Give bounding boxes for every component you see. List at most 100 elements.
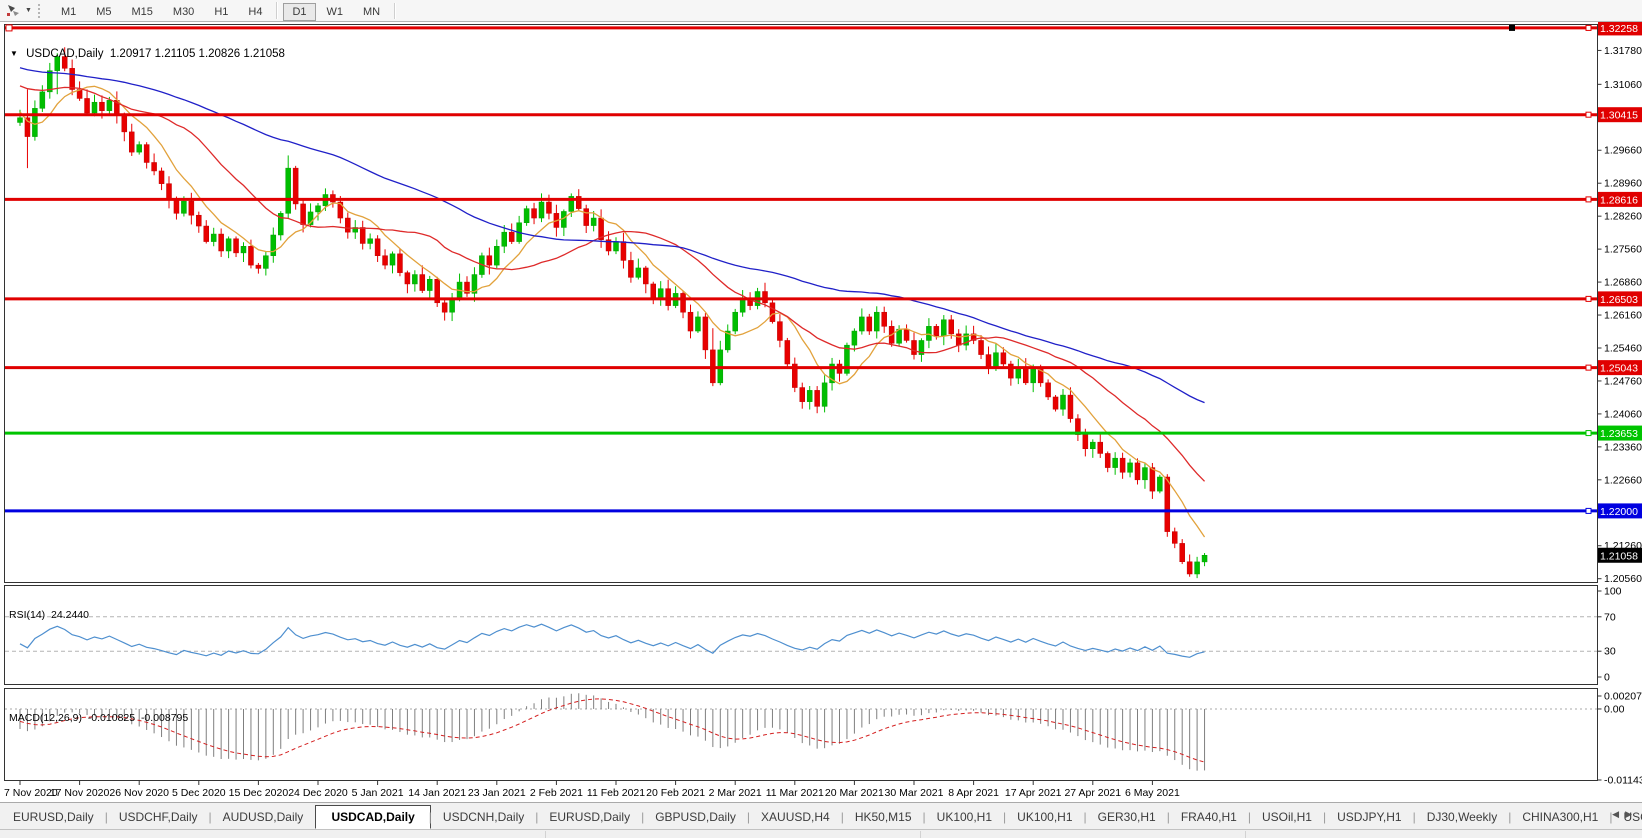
tab-uk100-h1[interactable]: UK100,H1 bbox=[1017, 809, 1073, 824]
candle-down bbox=[99, 101, 105, 111]
timeframe-button-h4[interactable]: H4 bbox=[248, 5, 263, 18]
hline-handle[interactable] bbox=[1585, 364, 1592, 371]
toolbar-separator bbox=[394, 2, 397, 19]
tab-usdcad-daily[interactable]: USDCAD,Daily bbox=[315, 805, 431, 829]
candle-up bbox=[1157, 476, 1163, 492]
candle-up bbox=[523, 208, 530, 224]
macd-tick-label: 0.00 bbox=[1604, 703, 1625, 715]
price-axis-strip[interactable] bbox=[1598, 22, 1642, 803]
date-label: 5 Dec 2020 bbox=[172, 787, 226, 799]
tab-usdcnh-daily[interactable]: USDCNH,Daily bbox=[442, 809, 525, 824]
candle-down bbox=[1023, 366, 1029, 384]
timeframe-button-h1[interactable]: H1 bbox=[214, 5, 229, 18]
candle-down bbox=[881, 311, 887, 327]
timeframe-button-d1[interactable]: D1 bbox=[283, 2, 316, 21]
macd-tick-label: -0.011435 bbox=[1604, 775, 1642, 787]
candle-down bbox=[173, 198, 180, 214]
timeframe-button-m5[interactable]: M5 bbox=[96, 5, 112, 18]
tabs-scroll-left-icon[interactable]: ◀ bbox=[1612, 809, 1626, 819]
tab-ger30-h1[interactable]: GER30,H1 bbox=[1097, 809, 1156, 824]
tab-eurusd-daily[interactable]: EURUSD,Daily bbox=[549, 809, 631, 824]
candle-up bbox=[538, 201, 545, 219]
price-tick-label: 1.28260 bbox=[1604, 211, 1642, 223]
candle-down bbox=[188, 200, 195, 216]
tab-eurusd-daily[interactable]: EURUSD,Daily bbox=[13, 809, 94, 824]
hline-handle[interactable] bbox=[1585, 295, 1592, 302]
timeframe-button-m30[interactable]: M30 bbox=[172, 5, 195, 18]
hline-handle[interactable] bbox=[1585, 507, 1592, 514]
hline-mid-handle[interactable] bbox=[1509, 24, 1515, 31]
candle-up bbox=[1030, 368, 1036, 384]
ma-line-fast bbox=[19, 85, 1206, 538]
price-badge-1.22000-bg bbox=[1598, 503, 1642, 519]
candle-down bbox=[933, 326, 940, 337]
candle-up bbox=[844, 344, 850, 374]
candle-up bbox=[613, 241, 619, 252]
price-badge-1.25043-bg bbox=[1598, 360, 1642, 376]
candle-down bbox=[978, 340, 984, 355]
date-label: 30 Mar 2021 bbox=[885, 787, 944, 799]
date-label: 17 Apr 2021 bbox=[1005, 787, 1062, 799]
timeframe-button-mn[interactable]: MN bbox=[363, 5, 381, 18]
rsi-pane-frame[interactable] bbox=[4, 585, 1598, 685]
tab-china300-h1[interactable]: CHINA300,H1 bbox=[1522, 809, 1599, 824]
candle-down bbox=[143, 144, 150, 163]
candle-down bbox=[441, 302, 448, 313]
date-label: 8 Apr 2021 bbox=[948, 787, 999, 799]
tab-xauusd-h4[interactable]: XAUUSD,H4 bbox=[761, 809, 830, 824]
hline-handle[interactable] bbox=[1585, 24, 1592, 31]
tab-usdchf-daily[interactable]: USDCHF,Daily bbox=[118, 809, 198, 824]
date-label: 26 Nov 2020 bbox=[109, 787, 169, 799]
price-chart-svg[interactable]: 1.31780 1.31060 1.29660 1.28960 1.28260 1.275… bbox=[0, 22, 1642, 803]
candle-up bbox=[851, 330, 858, 346]
candle-up bbox=[635, 267, 642, 278]
chart-cursor-icon[interactable] bbox=[3, 2, 25, 19]
tab-usdjpy-h1[interactable]: USDJPY,H1 bbox=[1337, 809, 1402, 824]
tab-usc[interactable]: USC bbox=[1623, 809, 1642, 824]
candle-up bbox=[1060, 394, 1066, 410]
price-badge-1.30415: 1.30415 bbox=[1600, 110, 1638, 122]
toolbar-grip[interactable] bbox=[37, 3, 44, 18]
price-tick-label: 1.22660 bbox=[1604, 474, 1642, 486]
candle-up bbox=[91, 101, 98, 114]
chart-window[interactable]: 1.31780 1.31060 1.29660 1.28960 1.28260 1.275… bbox=[0, 21, 1642, 803]
candle-up bbox=[941, 319, 947, 337]
hline-handle[interactable] bbox=[1585, 430, 1592, 437]
candle-down bbox=[61, 56, 68, 69]
candle-up bbox=[240, 246, 247, 254]
macd-pane-frame[interactable] bbox=[4, 688, 1598, 781]
macd-signal-line bbox=[19, 698, 1205, 763]
tab-gbpusd-daily[interactable]: GBPUSD,Daily bbox=[655, 809, 736, 824]
tabs-scroll-right-icon[interactable]: ▶ bbox=[1625, 809, 1638, 819]
price-badge-1.22000: 1.22000 bbox=[1600, 506, 1638, 518]
tab-uk100-h1[interactable]: UK100,H1 bbox=[936, 809, 993, 824]
rsi-tick-label: 100 bbox=[1604, 586, 1622, 598]
caret-down-icon[interactable]: ▼ bbox=[25, 7, 32, 14]
tab-separator: | bbox=[1083, 809, 1087, 824]
candle-down bbox=[680, 293, 686, 313]
main-pane-frame[interactable] bbox=[4, 24, 1598, 583]
tab-fra40-h1[interactable]: FRA40,H1 bbox=[1180, 809, 1237, 824]
candle-up bbox=[829, 363, 835, 384]
hline-handle[interactable] bbox=[1585, 111, 1592, 118]
candle-up bbox=[926, 326, 932, 341]
candle-down bbox=[1000, 352, 1007, 365]
tab-usoil-h1[interactable]: USOil,H1 bbox=[1261, 809, 1312, 824]
candle-up bbox=[1194, 561, 1200, 575]
candle-up bbox=[821, 382, 828, 407]
candle-up bbox=[181, 200, 187, 214]
date-label: 5 Jan 2021 bbox=[352, 787, 404, 799]
timeframe-button-m15[interactable]: M15 bbox=[131, 5, 153, 18]
candle-down bbox=[665, 288, 671, 306]
tab-hk50-m15[interactable]: HK50,M15 bbox=[854, 809, 912, 824]
candle-down bbox=[777, 321, 783, 341]
hline-left-handle[interactable] bbox=[5, 24, 13, 32]
candle-up bbox=[725, 330, 731, 351]
timeframe-button-w1[interactable]: W1 bbox=[326, 5, 344, 18]
hline-handle[interactable] bbox=[1585, 196, 1592, 203]
tab-audusd-daily[interactable]: AUDUSD,Daily bbox=[222, 809, 304, 824]
tab-dj30-weekly[interactable]: DJ30,Weekly bbox=[1426, 809, 1498, 824]
candle-down bbox=[419, 274, 426, 291]
timeframe-button-m1[interactable]: M1 bbox=[60, 5, 77, 18]
candle-down bbox=[359, 227, 366, 244]
